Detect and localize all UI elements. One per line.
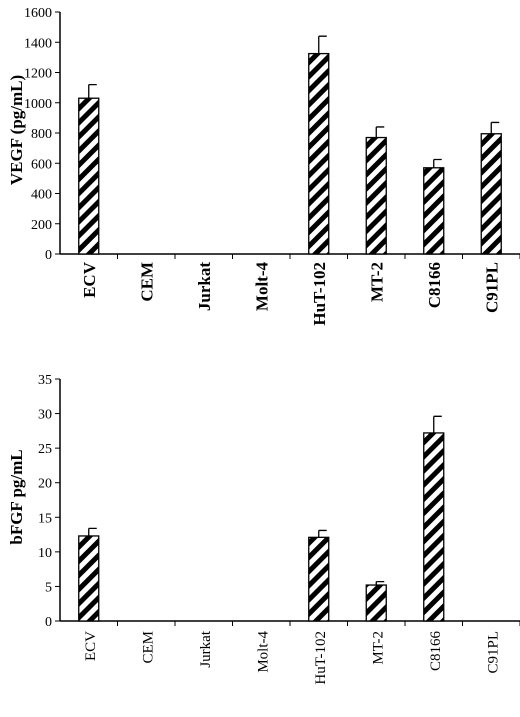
vegf-error-bar-mt-2 [375,126,385,138]
vegf-chart: VEGF (pg/mL) 0 200 400 600 800 1000 1200 1400 16… [7,6,520,326]
bfgf-error-bar-hut-102 [318,529,327,538]
vegf-bar-c91pl [480,133,502,255]
vegf-x-tick-label: C91PL [482,262,501,313]
bfgf-bar-mt-2 [365,584,387,622]
vegf-error-bar-hut-102 [318,35,327,54]
vegf-y-tick-label: 0 [45,248,52,263]
vegf-y-tick-label: 1200 [24,67,52,82]
bfgf-error-bar-c8166 [433,415,442,433]
bfgf-bar-c8166 [423,432,445,622]
vegf-x-tick-label: ECV [80,261,99,298]
vegf-y-tick-label: 800 [31,127,52,142]
bfgf-y-tick-label: 25 [38,442,52,457]
bfgf-x-tick-label: Molt-4 [255,631,271,673]
vegf-y-tick-label: 1400 [24,36,52,51]
vegf-bar-hut-102 [308,52,330,255]
bfgf-x-tick-label: C91PL [485,631,501,674]
vegf-error-bar-ecv [88,83,97,99]
bfgf-error-bar-mt-2 [375,580,385,586]
bfgf-y-tick-label: 0 [45,615,52,630]
vegf-y-tick-label: 1000 [24,97,52,112]
vegf-error-bar-c8166 [433,158,442,168]
vegf-y-tick-label: 1600 [24,6,52,21]
vegf-x-tick-label: HuT-102 [310,262,329,326]
vegf-y-tick-label: 200 [31,218,52,233]
vegf-y-tick-label: 600 [31,157,52,172]
vegf-bar-ecv [78,97,100,255]
bfgf-y-axis-label: bFGF pg/mL [7,449,26,544]
bfgf-x-tick-label: MT-2 [370,631,386,665]
bfgf-chart: bFGF pg/mL 0 5 10 15 20 25 30 35 ECV CEM Jurkat Mol… [7,373,520,685]
vegf-y-axis-label: VEGF (pg/mL) [7,75,26,185]
vegf-error-bar-c91pl [490,121,500,134]
bfgf-bar-ecv [78,535,100,622]
bfgf-y-tick-label: 35 [38,373,52,388]
bfgf-x-tick-label: CEM [140,631,156,664]
bfgf-x-tick-label: Jurkat [198,630,214,667]
bfgf-y-tick-label: 30 [38,408,52,423]
bfgf-y-tick-label: 5 [45,580,52,595]
vegf-x-tick-label: MT-2 [367,262,386,302]
bfgf-error-bar-ecv [88,527,97,536]
vegf-x-tick-label: C8166 [425,262,444,308]
bfgf-x-tick-label: C8166 [428,631,444,672]
vegf-bar-mt-2 [365,136,387,255]
bfgf-bar-hut-102 [308,536,330,622]
vegf-y-tick-label: 400 [31,188,52,203]
bfgf-y-tick-label: 20 [38,477,52,492]
vegf-x-tick-label: CEM [137,262,156,302]
bfgf-y-tick-label: 15 [38,511,52,526]
vegf-x-tick-label: Jurkat [195,262,214,311]
bfgf-x-tick-label: HuT-102 [313,631,329,685]
vegf-bar-c8166 [423,167,445,255]
vegf-x-tick-label: Molt-4 [252,262,271,312]
bfgf-y-tick-label: 10 [38,546,52,561]
bfgf-x-tick-label: ECV [83,631,99,661]
